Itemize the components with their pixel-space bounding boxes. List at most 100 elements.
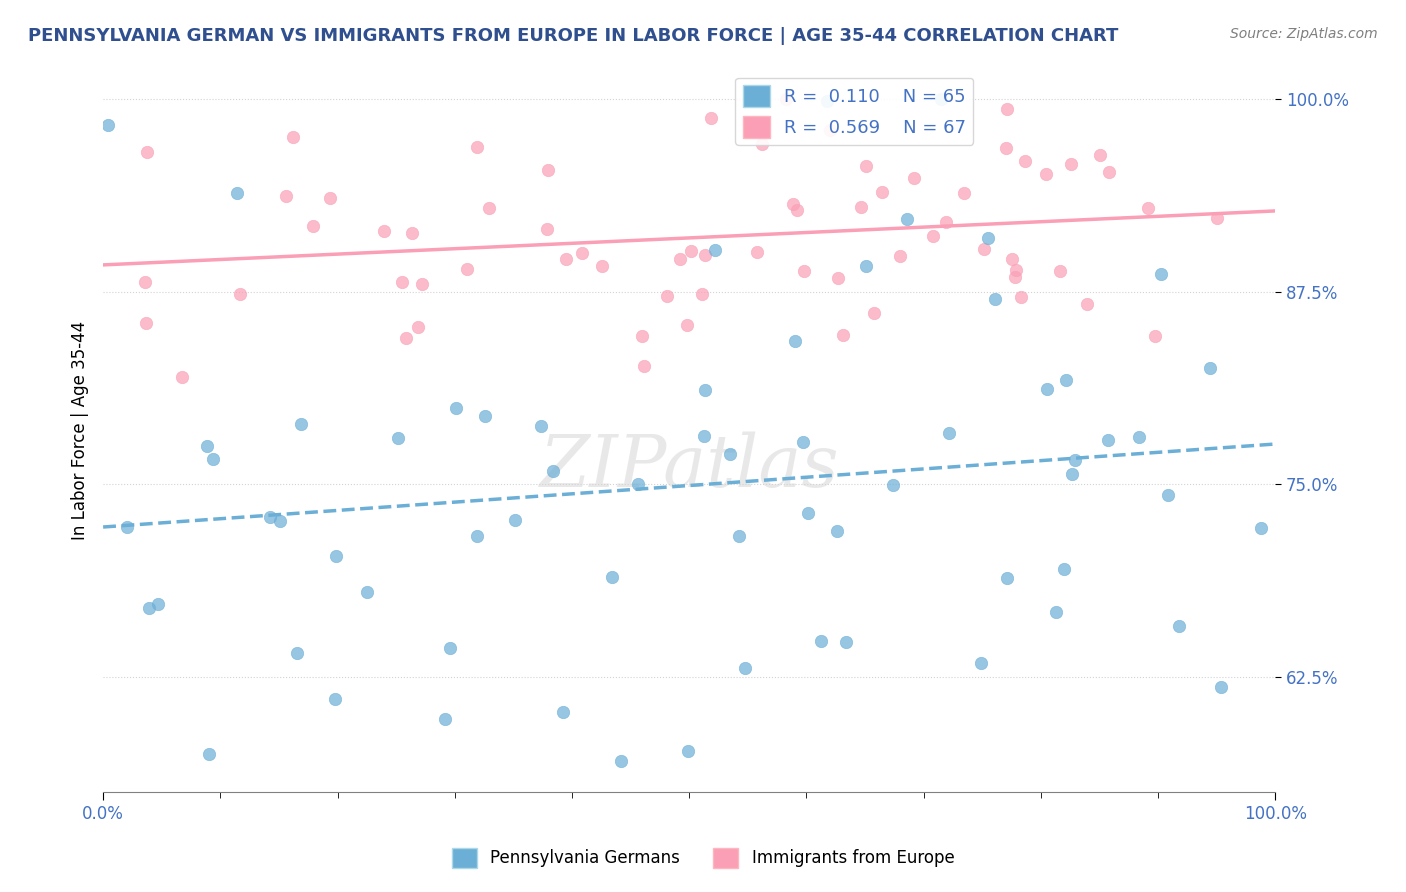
Point [700, 111, 723, 125]
Point [571, 246, 593, 260]
Point [301, 219, 323, 234]
Point [290, 417, 312, 431]
Point [444, 401, 467, 416]
Point [1060, 467, 1083, 481]
Point [1063, 453, 1085, 467]
Point [530, 418, 553, 433]
Point [997, 102, 1019, 116]
Point [1205, 211, 1227, 225]
Point [1052, 562, 1074, 576]
Point [627, 477, 650, 491]
Point [783, 334, 806, 348]
Legend: Pennsylvania Germans, Immigrants from Europe: Pennsylvania Germans, Immigrants from Eu… [446, 841, 960, 875]
Point [977, 231, 1000, 245]
Point [775, 92, 797, 106]
Point [669, 252, 692, 266]
Point [1060, 157, 1083, 171]
Point [170, 369, 193, 384]
Point [373, 224, 395, 238]
Point [1097, 433, 1119, 447]
Point [387, 431, 409, 445]
Point [276, 189, 298, 203]
Point [1001, 252, 1024, 266]
Point [1150, 268, 1173, 282]
Point [285, 646, 308, 660]
Point [1035, 167, 1057, 181]
Point [406, 320, 429, 334]
Point [135, 316, 157, 330]
Point [970, 656, 993, 670]
Point [434, 712, 457, 726]
Point [1076, 297, 1098, 311]
Point [411, 277, 433, 291]
Point [1209, 680, 1232, 694]
Point [718, 447, 741, 461]
Point [835, 634, 858, 648]
Text: ZIPatlas: ZIPatlas [540, 432, 839, 502]
Point [792, 435, 814, 450]
Y-axis label: In Labor Force | Age 35-44: In Labor Force | Age 35-44 [72, 321, 89, 540]
Point [1097, 164, 1119, 178]
Point [849, 200, 872, 214]
Point [703, 243, 725, 257]
Point [505, 513, 527, 527]
Point [553, 705, 575, 719]
Point [465, 140, 488, 154]
Point [679, 244, 702, 258]
Point [728, 529, 751, 543]
Point [439, 641, 461, 656]
Point [827, 270, 849, 285]
Point [1054, 373, 1077, 387]
Point [786, 202, 808, 217]
Point [1157, 488, 1180, 502]
Point [478, 201, 501, 215]
Text: Source: ZipAtlas.com: Source: ZipAtlas.com [1230, 27, 1378, 41]
Point [745, 245, 768, 260]
Point [117, 520, 139, 534]
Point [855, 259, 877, 273]
Point [201, 452, 224, 467]
Point [269, 515, 291, 529]
Point [995, 571, 1018, 585]
Point [810, 633, 832, 648]
Point [827, 524, 849, 538]
Point [633, 359, 655, 373]
Point [630, 328, 652, 343]
Point [782, 197, 804, 211]
Point [796, 506, 818, 520]
Point [198, 747, 221, 762]
Point [1199, 360, 1222, 375]
Point [1128, 430, 1150, 444]
Point [356, 585, 378, 599]
Point [734, 661, 756, 675]
Point [1137, 201, 1160, 215]
Point [394, 330, 416, 344]
Point [695, 248, 717, 262]
Point [870, 186, 893, 200]
Point [600, 570, 623, 584]
Point [983, 293, 1005, 307]
Point [922, 229, 945, 244]
Point [1010, 291, 1032, 305]
Point [537, 162, 560, 177]
Point [1036, 382, 1059, 396]
Point [555, 252, 578, 266]
Point [138, 600, 160, 615]
Point [1144, 329, 1167, 343]
Legend: R =  0.110    N = 65, R =  0.569    N = 67: R = 0.110 N = 65, R = 0.569 N = 67 [735, 78, 973, 145]
Point [882, 478, 904, 492]
Point [536, 222, 558, 236]
Point [391, 275, 413, 289]
Point [934, 215, 956, 229]
Point [832, 328, 855, 343]
Text: PENNSYLVANIA GERMAN VS IMMIGRANTS FROM EUROPE IN LABOR FORCE | AGE 35-44 CORRELA: PENNSYLVANIA GERMAN VS IMMIGRANTS FROM E… [28, 27, 1119, 45]
Point [815, 94, 838, 108]
Point [456, 261, 478, 276]
Point [655, 288, 678, 302]
Point [1049, 264, 1071, 278]
Point [1168, 619, 1191, 633]
Point [467, 529, 489, 543]
Point [693, 383, 716, 397]
Point [751, 137, 773, 152]
Point [690, 286, 713, 301]
